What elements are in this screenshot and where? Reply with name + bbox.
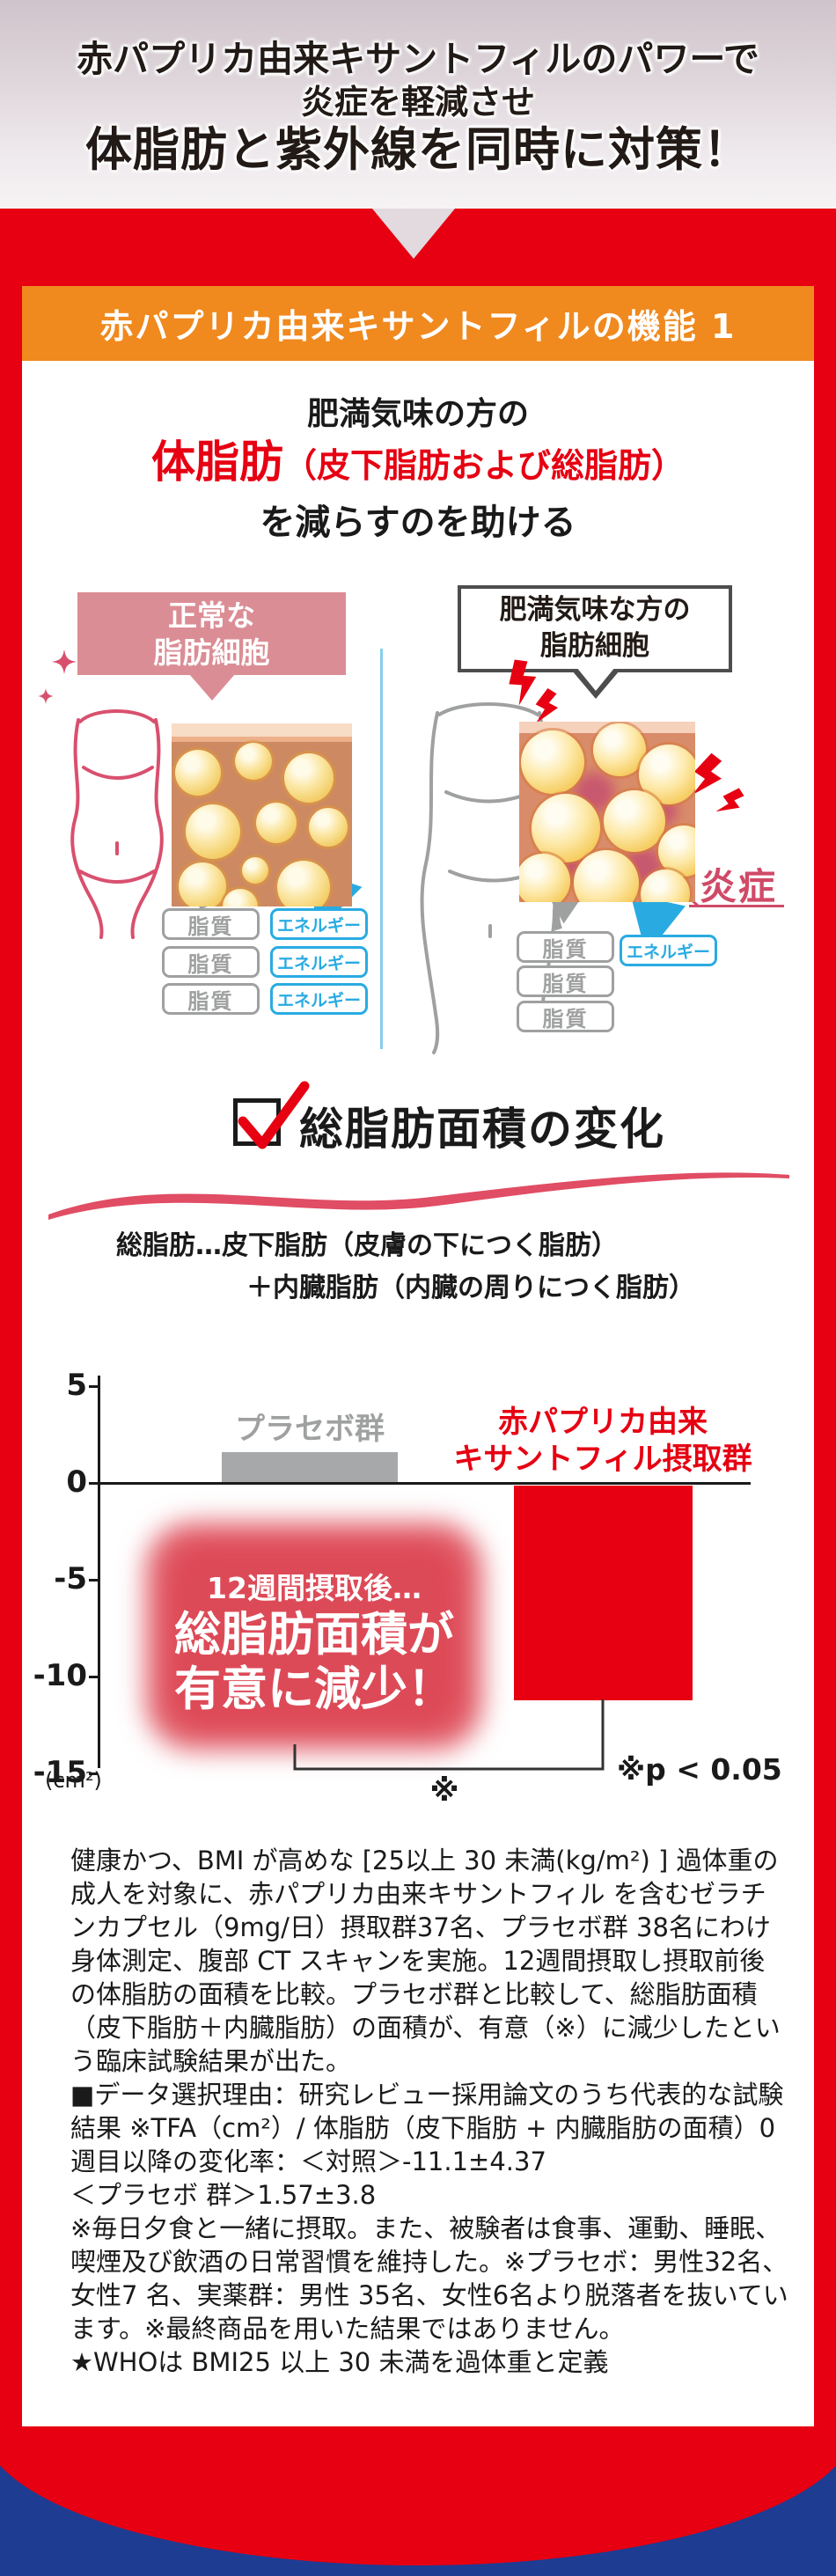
fat-cell-comparison: 正常な 脂肪細胞 肥満気味な方の 脂肪細胞 — [22, 581, 814, 1060]
fat-cell — [574, 850, 639, 902]
fat-cell — [658, 826, 695, 877]
fat-cell — [256, 803, 297, 843]
lipid-tag: 脂質 — [162, 908, 260, 940]
energy-tag: エネルギー — [270, 946, 368, 978]
annotation-line1: 12週間摂取後… — [207, 1571, 422, 1605]
down-arrow-notch — [372, 209, 455, 259]
annotation-blob — [172, 1547, 456, 1725]
energy-tag: エネルギー — [270, 983, 368, 1015]
fat-cell — [532, 794, 600, 862]
fat-cell — [242, 857, 268, 884]
fat-cell — [593, 723, 646, 776]
inflammation-label: 炎症 — [700, 865, 778, 908]
red-check-icon — [238, 1081, 310, 1149]
energy-tag: エネルギー — [620, 935, 717, 966]
footnote-conditions: ※毎日夕食と一緒に摂取。また、被験者は食事、運動、睡眠、喫煙及び飲酒の日常習慣を… — [70, 2213, 788, 2344]
obese-cell-label-line1: 肥満気味な方の — [499, 594, 691, 626]
footnote-data-selection: ■データ選択理由：研究レビュー採用論文のうち代表的な試験結果 ※TFA（cm²）… — [70, 2080, 784, 2176]
fat-cell — [521, 730, 584, 794]
lipid-tag: 脂質 — [162, 946, 260, 978]
fat-cell — [309, 808, 348, 847]
slim-female-outline-icon — [70, 709, 164, 939]
header-line1: 赤パプリカ由来キサントフィルのパワーで — [77, 38, 759, 80]
category-label-xanthophyll: 赤パプリカ由来 キサントフィル摂取群 — [453, 1405, 752, 1477]
header-line2: 炎症を軽減させ — [300, 83, 535, 121]
normal-label-pointer — [189, 674, 235, 701]
fat-cell — [284, 753, 334, 803]
lightning-bolt-icon — [509, 659, 744, 812]
fat-cell — [277, 861, 330, 906]
annotation-line2: 総脂肪面積が — [174, 1608, 454, 1662]
fat-cell — [175, 750, 221, 796]
header-line3: 体脂肪と紫外線を同時に対策！ — [85, 123, 751, 177]
normal-cell-label: 正常な 脂肪細胞 — [77, 592, 346, 675]
footnote-placebo-value: ＜プラセボ 群＞1.57±3.8 — [70, 2180, 377, 2210]
annotation-line3: 有意に減少！ — [174, 1662, 454, 1716]
category-label-placebo: プラセボ群 — [235, 1412, 385, 1447]
section-heading: 総脂肪面積の変化 — [299, 1104, 665, 1155]
fat-cell — [641, 870, 690, 902]
fat-cell — [179, 862, 226, 906]
bar-chart: 5 0 -5 -10 -15 プラセボ群 赤パプリカ由来 キサントフィル摂取群 12週間摂… — [22, 1360, 814, 1809]
obese-cell-label-line2: 脂肪細胞 — [540, 630, 649, 662]
lipid-tag: 脂質 — [162, 983, 260, 1015]
red-swoosh-divider — [48, 1172, 789, 1220]
energy-tag: エネルギー — [270, 908, 368, 940]
fat-cell — [519, 854, 570, 902]
footnote-who: ★WHOは BMI25 以上 30 未満を過体重と定義 — [70, 2347, 609, 2377]
zero-baseline — [98, 1482, 751, 1485]
obese-label-pointer — [576, 667, 615, 691]
definition-line1: 総脂肪…皮下脂肪（皮膚の下につく脂肪） — [116, 1230, 618, 1261]
content-card — [22, 361, 814, 2426]
claim-emphasis-note: （皮下脂肪および総脂肪） — [282, 446, 685, 485]
normal-cell-label-line2: 脂肪細胞 — [153, 635, 270, 670]
bar-xanthophyll — [514, 1486, 693, 1701]
annotation-text: 12週間摂取後… 総脂肪面積が 有意に減少！ — [146, 1569, 482, 1717]
claim-block: 肥満気味の方の 体脂肪（皮下脂肪および総脂肪） を減らすのを助ける — [22, 394, 814, 546]
claim-line1: 肥満気味の方の — [306, 396, 529, 432]
fat-cell — [235, 743, 272, 780]
total-fat-definition: 総脂肪…皮下脂肪（皮膚の下につく脂肪） ＋内臓脂肪（内臓の周りにつく脂肪） — [116, 1225, 695, 1310]
normal-cell-label-line1: 正常な — [168, 598, 255, 633]
inflammation-underline — [689, 905, 784, 907]
significance-marker: ※ — [429, 1773, 459, 1809]
lipid-tag: 脂質 — [517, 965, 614, 997]
comparison-illustration-svg — [38, 650, 744, 1054]
y-axis-unit: (cm²) — [45, 1768, 102, 1793]
footnotes: 健康かつ、BMI が高めな [25以上 30 未満(kg/m²) ] 過体重の成… — [70, 1844, 790, 2379]
claim-emphasis: 体脂肪 — [150, 437, 283, 488]
definition-line2: ＋内臓脂肪（内臓の周りにつく脂肪） — [246, 1273, 695, 1303]
lipid-tag: 脂質 — [517, 1001, 614, 1032]
significance-note: ※p < 0.05 — [617, 1752, 782, 1787]
fat-cell — [186, 804, 240, 859]
function-banner: 赤パプリカ由来キサントフィルの機能 1 — [22, 286, 814, 361]
y-axis-line — [98, 1376, 100, 1768]
bar-placebo — [222, 1452, 398, 1483]
claim-line2: 体脂肪（皮下脂肪および総脂肪） — [22, 435, 814, 500]
fat-cell — [223, 889, 258, 906]
fat-cell — [604, 790, 665, 852]
panel-divider — [380, 649, 383, 1049]
claim-line3: を減らすのを助ける — [260, 503, 576, 543]
footnote-study: 健康かつ、BMI が高めな [25以上 30 未満(kg/m²) ] 過体重の成… — [70, 1846, 781, 2076]
obese-fat-tissue-illustration — [519, 722, 695, 902]
function-banner-label: 赤パプリカ由来キサントフィルの機能 1 — [99, 307, 737, 346]
lipid-tag: 脂質 — [517, 931, 614, 963]
significance-bracket — [293, 1699, 605, 1771]
page-header: 赤パプリカ由来キサントフィルのパワーで 炎症を軽減させ 体脂肪と紫外線を同時に対… — [0, 0, 836, 209]
normal-fat-tissue-illustration — [172, 723, 352, 906]
